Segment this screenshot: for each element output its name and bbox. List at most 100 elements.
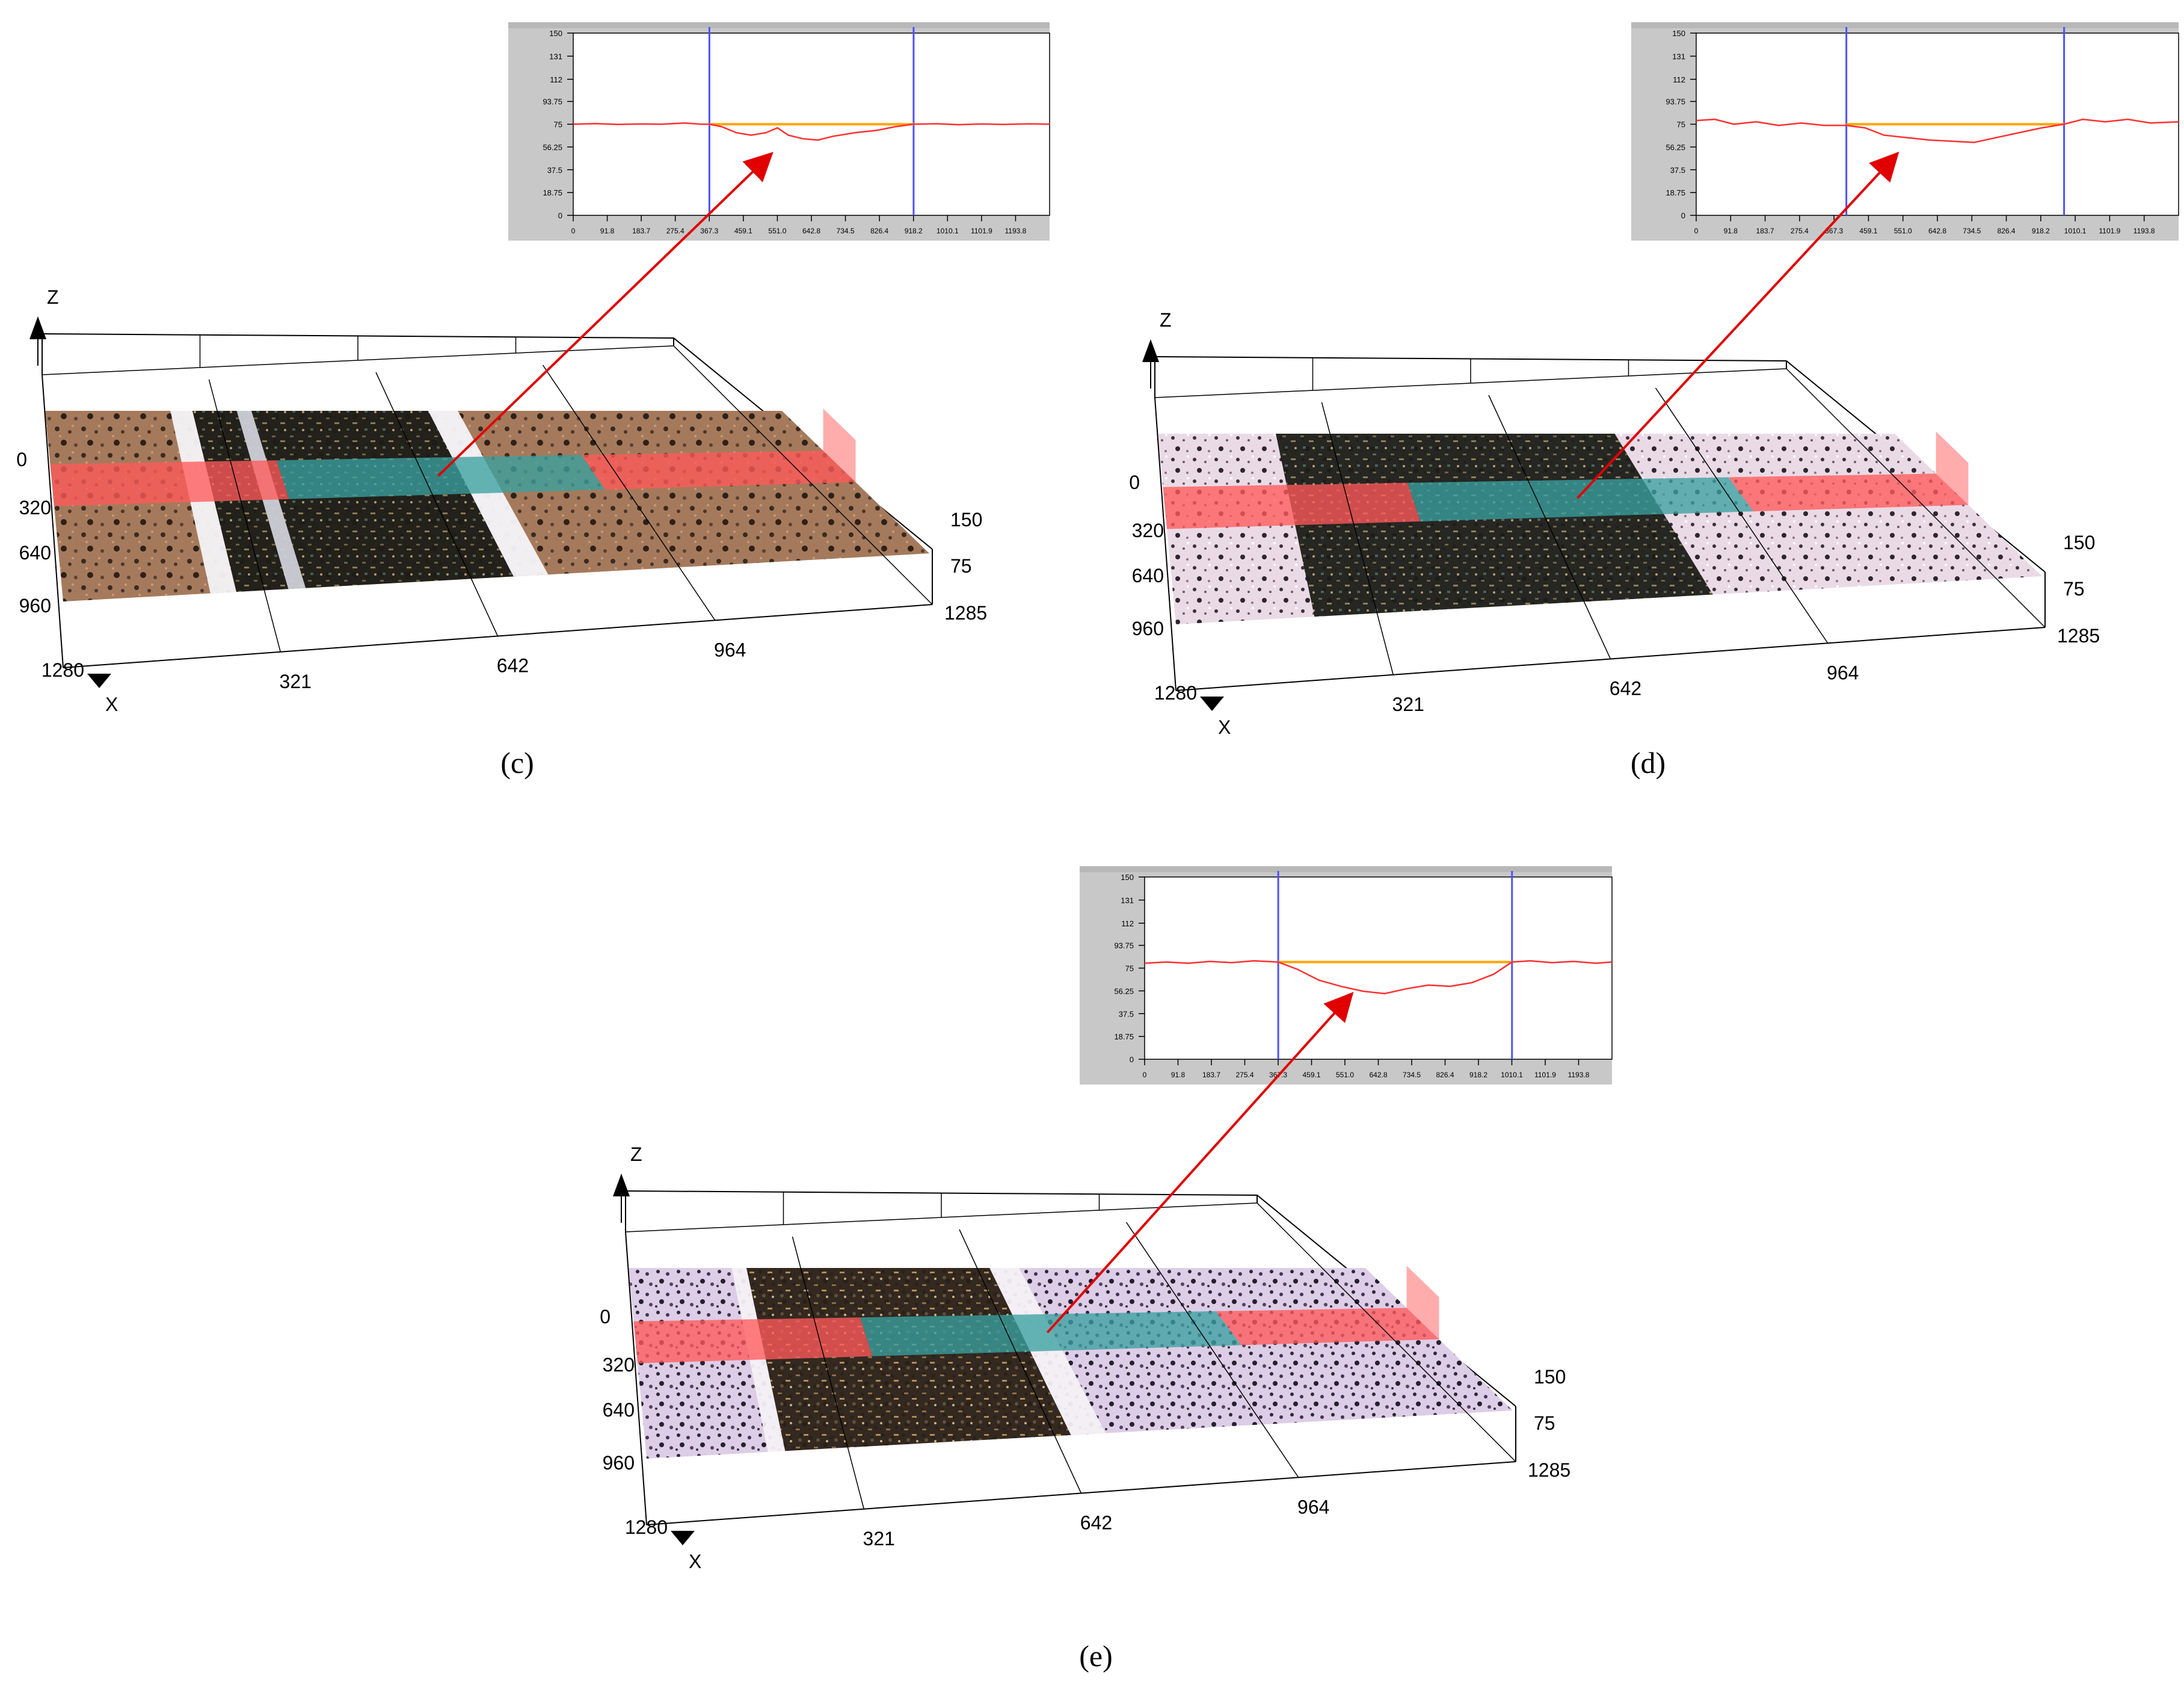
profile-plot-titlebar: [1631, 22, 2179, 28]
panel-c: 150 131 112 93.75 75 56.25 37.5 18.75 0 0 91.8 183.…: [16, 22, 1050, 780]
box-left-edge: [625, 1231, 647, 1525]
x-tick-label-3d: 1280: [42, 659, 84, 681]
y-tick-label: 56.25: [543, 143, 562, 152]
y-tick-label: 112: [1673, 75, 1685, 84]
x-tick-label-3d: 320: [603, 1354, 635, 1376]
z-axis-label: Z: [1160, 309, 1172, 331]
box-back-bottom-edge: [1154, 368, 1787, 398]
x-axis-arrow-icon: [671, 1531, 695, 1545]
x-tick-label: 642.8: [802, 227, 820, 235]
x-tick-label: 275.4: [1235, 1071, 1253, 1079]
x-tick-label: 1010.1: [937, 227, 959, 235]
y-tick-label-3d: 964: [1297, 1496, 1329, 1518]
x-tick-label: 1193.8: [1568, 1071, 1590, 1079]
x-tick-label: 1101.9: [1534, 1071, 1556, 1079]
band-left-red: [633, 1317, 873, 1364]
floor-grid-line: [375, 372, 499, 636]
surface-stripe: [731, 1268, 786, 1452]
panel-caption: (e): [1079, 1639, 1113, 1673]
y-tick-label-3d: 642: [497, 655, 529, 677]
y-tick-label-3d: 964: [1827, 662, 1859, 683]
y-tick-label: 56.25: [1114, 986, 1134, 995]
surface-3d: Z X 0 320 640 960 1280 321 642 964 1285 150 75: [600, 1143, 1570, 1572]
x-tick-label: 734.5: [837, 227, 855, 235]
x-tick-label: 1101.9: [2099, 227, 2121, 235]
x-tick-label: 826.4: [1436, 1071, 1454, 1079]
band-left-red: [1163, 482, 1421, 529]
connector-arrow: [1576, 152, 1899, 499]
floor-grid-line: [208, 379, 281, 652]
y-tick-label: 131: [1121, 896, 1134, 905]
x-tick-label: 367.3: [1825, 227, 1843, 235]
x-tick-label: 91.8: [600, 227, 615, 235]
z-axis-label: Z: [47, 286, 59, 308]
profile-plot-titlebar: [1080, 866, 1612, 872]
z-axis-arrow-icon: [1142, 339, 1159, 362]
x-tick-label: 734.5: [1963, 227, 1981, 235]
y-tick-label: 112: [550, 75, 562, 84]
y-tick-label-3d: 321: [1392, 694, 1424, 715]
x-tick-label-3d: 960: [603, 1452, 635, 1474]
y-tick-label-3d: 964: [714, 639, 746, 660]
y-tick-label: 131: [549, 52, 562, 61]
x-tick-label: 918.2: [905, 227, 923, 235]
y-tick-label: 0: [1130, 1055, 1134, 1064]
x-axis-arrow-icon: [1200, 697, 1224, 711]
panel-caption: (d): [1631, 746, 1666, 780]
band-end-cap: [1936, 431, 1969, 505]
x-tick-label: 275.4: [1791, 227, 1809, 235]
y-tick-label-3d: 642: [1610, 678, 1641, 700]
surface-stripe: [192, 411, 514, 592]
floor-grid-line: [1125, 1222, 1299, 1478]
x-tick-label: 275.4: [666, 227, 684, 235]
panel-e: 150 131 112 93.75 75 56.25 37.5 18.75 0 0 91.8 183.…: [600, 866, 1613, 1673]
x-tick-label: 459.1: [1302, 1071, 1320, 1079]
x-tick-label-3d: 1280: [1154, 682, 1197, 704]
profile-curve: [573, 122, 1050, 141]
floor-grid-line: [1321, 402, 1394, 675]
y-tick-label: 18.75: [543, 188, 562, 197]
x-tick-label: 918.2: [2032, 227, 2050, 235]
x-tick-label: 0: [1143, 1071, 1147, 1079]
x-tick-label-3d: 320: [1132, 520, 1164, 541]
band-end-cap: [1406, 1266, 1439, 1340]
profile-plot: 150 131 112 93.75 75 56.25 37.5 18.75 0 0 91.8 183.…: [508, 22, 1050, 241]
y-tick-label: 93.75: [1666, 97, 1685, 106]
x-axis-label: X: [1218, 716, 1231, 738]
x-tick-label: 367.3: [700, 227, 718, 235]
band-center-teal: [276, 455, 605, 499]
x-tick-label-3d: 0: [1129, 472, 1140, 493]
y-tick-label: 37.5: [547, 165, 562, 174]
x-tick-label: 918.2: [1469, 1071, 1487, 1079]
y-tick-label: 150: [549, 29, 562, 38]
y-tick-label-3d: 321: [863, 1528, 895, 1549]
y-tick-label: 0: [558, 211, 562, 220]
floor-grid-line: [542, 365, 716, 621]
z-axis-arrow-icon: [29, 316, 46, 339]
y-tick-label: 18.75: [1666, 188, 1685, 197]
y-tick-label-3d: 642: [1080, 1512, 1112, 1534]
band-center-teal: [860, 1311, 1241, 1356]
band-center-teal: [1407, 477, 1753, 522]
y-tick-label-3d: 1285: [944, 602, 987, 624]
floor-grid-line: [959, 1229, 1082, 1494]
x-tick-label: 1193.8: [1005, 227, 1027, 235]
band-right-red: [1728, 473, 1969, 512]
box-left-edge: [42, 374, 64, 668]
z-tick-label-3d: 75: [950, 555, 972, 577]
band-left-red: [50, 460, 289, 506]
box-left-edge: [1154, 397, 1177, 691]
y-tick-label: 56.25: [1666, 143, 1685, 152]
x-tick-label: 1193.8: [2133, 227, 2155, 235]
z-tick-label-3d: 150: [1534, 1366, 1566, 1388]
z-tick-label-3d: 75: [2063, 578, 2085, 600]
y-tick-label: 150: [1672, 29, 1685, 38]
x-tick-label: 0: [1694, 227, 1699, 235]
y-tick-label-3d: 1285: [2057, 625, 2100, 647]
z-axis-label: Z: [630, 1143, 642, 1165]
x-tick-label: 734.5: [1403, 1071, 1421, 1079]
x-tick-label: 183.7: [1756, 227, 1774, 235]
x-tick-label-3d: 960: [1132, 618, 1164, 639]
box-right-bottom-edge: [673, 345, 933, 605]
